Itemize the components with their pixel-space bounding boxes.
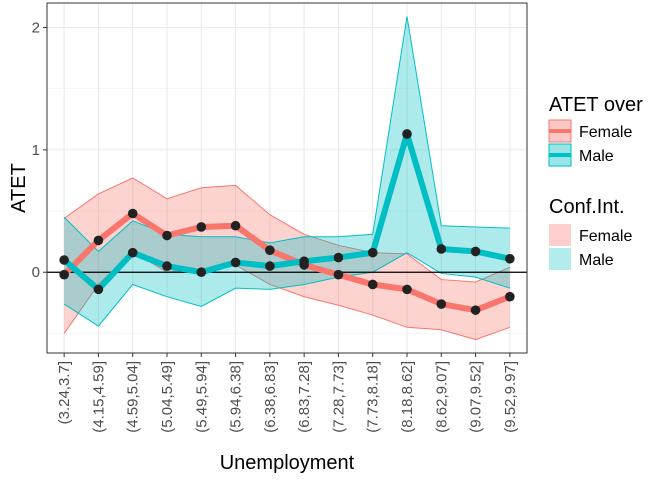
point-male bbox=[436, 244, 447, 254]
legend-key-male-ci bbox=[549, 248, 571, 270]
point-female bbox=[162, 230, 172, 241]
legend: ATET over Female Male Conf.Int. Female M… bbox=[548, 94, 643, 270]
series-line-male bbox=[62, 130, 511, 293]
y-tick-label: 1 bbox=[32, 142, 40, 159]
legend-label-male-ci: Male bbox=[579, 252, 614, 269]
grid bbox=[47, 3, 527, 353]
point-male bbox=[230, 257, 241, 268]
x-axis: (3.24,3.7] (4.15,4.59] (4.59,5.04] (5.04,5.… bbox=[56, 353, 519, 433]
x-tick-label: (7.73,8.18] bbox=[365, 361, 382, 433]
x-tick-label: (5.49,5.94] bbox=[193, 361, 210, 433]
x-tick-label: (9.52,9.97] bbox=[502, 361, 519, 433]
series-lines bbox=[62, 130, 511, 314]
legend-label-female-ci: Female bbox=[579, 228, 632, 245]
point-male bbox=[196, 267, 207, 278]
point-male bbox=[265, 261, 275, 271]
y-axis-title: ATET bbox=[8, 163, 30, 213]
x-tick-label: (8.18,8.62] bbox=[399, 361, 416, 433]
ci-upper-male bbox=[63, 16, 510, 253]
x-tick-label: (4.15,4.59] bbox=[90, 361, 107, 433]
y-axis: 0 1 2 bbox=[32, 19, 47, 281]
ci-band-male bbox=[64, 16, 510, 327]
point-female bbox=[367, 279, 378, 290]
point-male bbox=[402, 129, 412, 139]
x-tick-label: (4.59,5.04] bbox=[125, 361, 142, 433]
point-male bbox=[93, 284, 104, 295]
plot-panel bbox=[47, 3, 527, 353]
legend-label-male-line: Male bbox=[579, 148, 614, 165]
point-female bbox=[127, 208, 138, 219]
x-tick-label: (8.62,9.07] bbox=[433, 361, 450, 433]
legend-key-female-ci bbox=[549, 224, 571, 246]
plot-panel-border bbox=[46, 2, 528, 354]
x-tick-label: (6.83,7.28] bbox=[296, 361, 313, 433]
x-tick-label: (7.28,7.73] bbox=[330, 361, 347, 433]
x-tick-label: (3.24,3.7] bbox=[56, 361, 73, 424]
x-tick-label: (6.38,6.83] bbox=[262, 361, 279, 433]
point-female bbox=[265, 245, 275, 256]
point-female bbox=[59, 269, 69, 280]
point-male bbox=[162, 261, 172, 271]
x-tick-label: (9.07,9.52] bbox=[468, 361, 485, 433]
point-male bbox=[127, 247, 138, 258]
point-female bbox=[196, 222, 207, 232]
point-female bbox=[230, 220, 241, 231]
y-tick-label: 0 bbox=[32, 264, 40, 281]
point-female bbox=[470, 305, 481, 315]
point-male bbox=[299, 256, 309, 267]
ci-lower-male bbox=[63, 252, 511, 327]
ci-upper-female bbox=[63, 177, 511, 283]
legend-title-atet: ATET over bbox=[549, 94, 643, 116]
data-points bbox=[59, 129, 515, 315]
point-male bbox=[470, 246, 481, 257]
point-female bbox=[505, 291, 515, 302]
x-axis-title: Unemployment bbox=[220, 452, 355, 474]
point-male bbox=[505, 253, 515, 264]
point-female bbox=[436, 299, 447, 309]
y-tick-label: 2 bbox=[32, 19, 40, 36]
legend-title-ci: Conf.Int. bbox=[549, 196, 625, 218]
point-male bbox=[59, 255, 69, 265]
point-male bbox=[333, 252, 344, 263]
point-female bbox=[93, 235, 104, 246]
point-male bbox=[367, 247, 378, 258]
point-female bbox=[333, 269, 344, 280]
x-tick-label: (5.04,5.49] bbox=[159, 361, 176, 433]
point-female bbox=[402, 284, 412, 295]
series-line-female bbox=[62, 210, 511, 314]
x-tick-label: (5.94,6.38] bbox=[228, 361, 245, 433]
legend-label-female-line: Female bbox=[579, 124, 632, 141]
